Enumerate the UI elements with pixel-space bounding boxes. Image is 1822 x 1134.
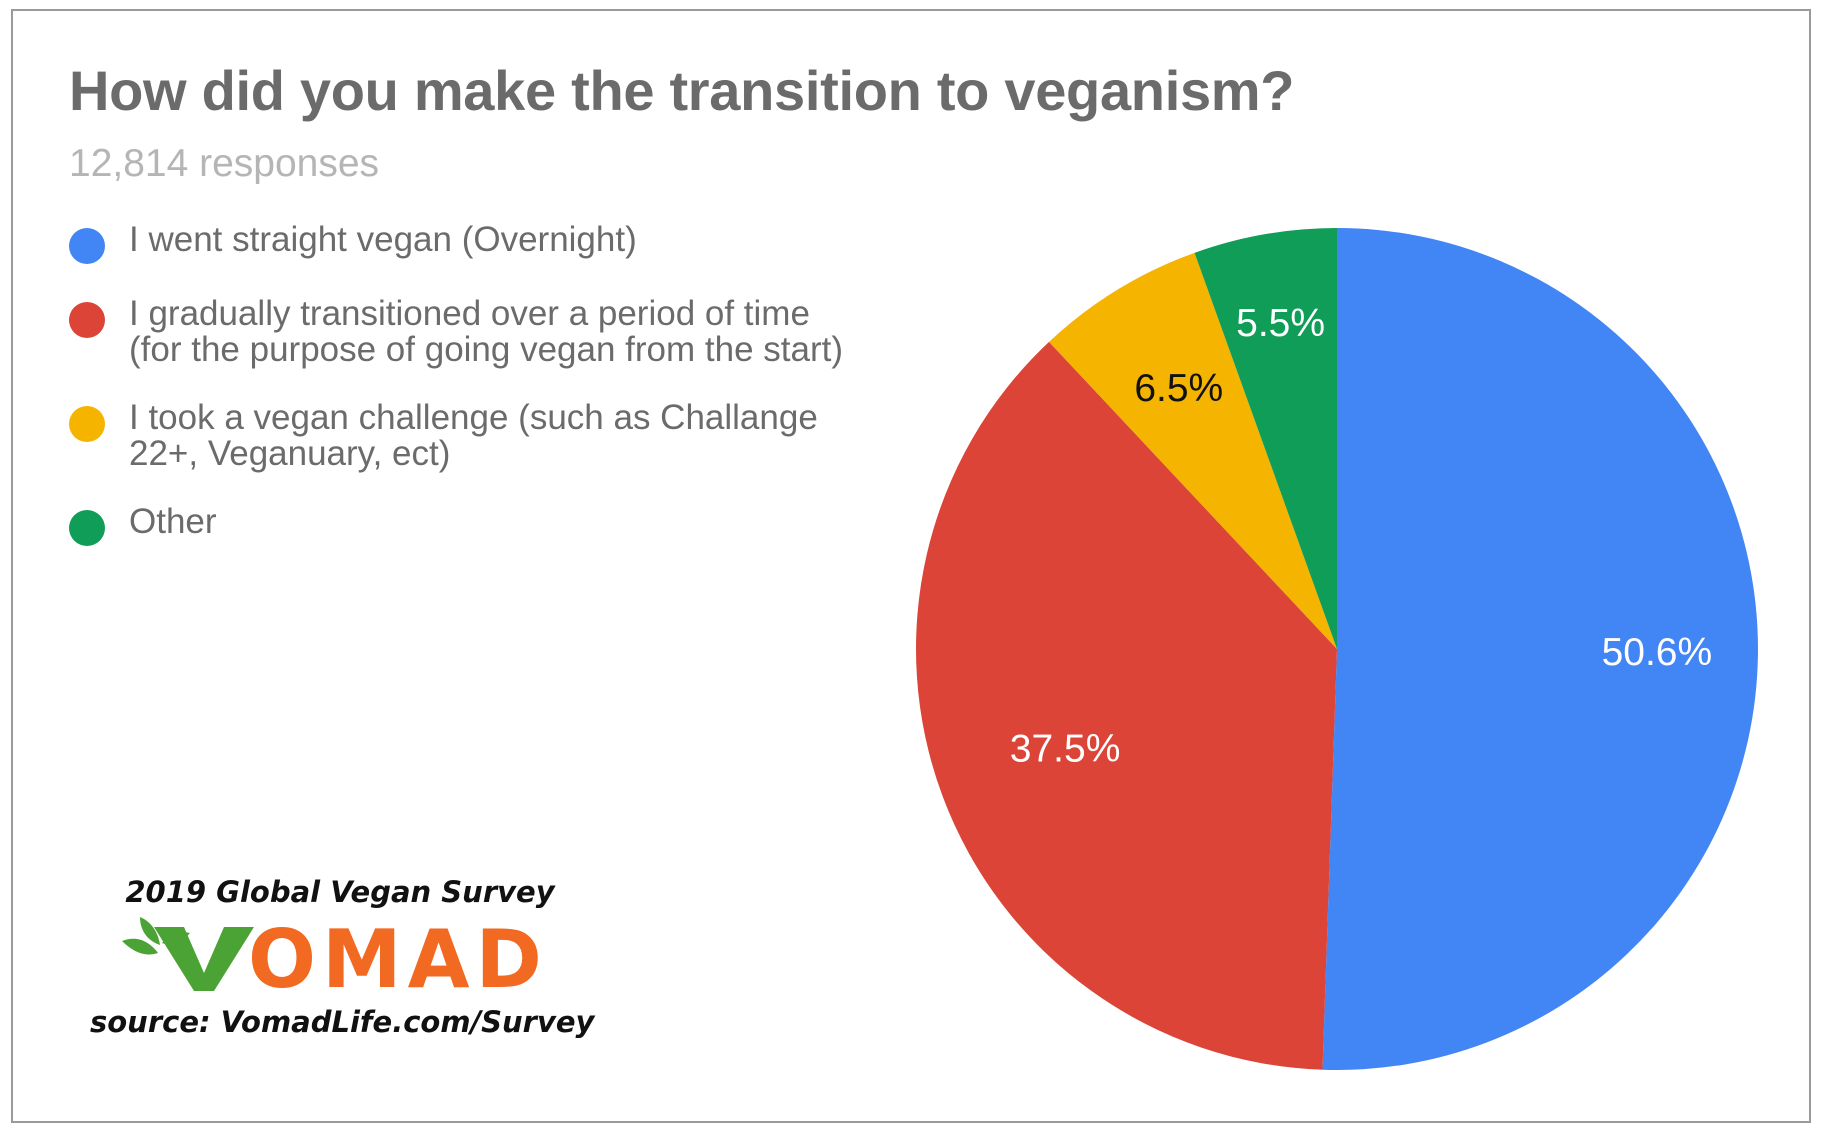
vomad-logo: OMAD — [122, 913, 548, 997]
logo-letter-v — [154, 927, 254, 991]
legend-label-other: Other — [129, 502, 217, 541]
legend-item-other[interactable]: Other — [69, 504, 849, 546]
response-count: 12,814 responses — [69, 142, 380, 185]
legend: I went straight vegan (Overnight) I grad… — [69, 222, 849, 578]
survey-name: 2019 Global Vegan Survey — [125, 875, 555, 909]
legend-item-overnight[interactable]: I went straight vegan (Overnight) — [69, 222, 849, 264]
pie-slice-gradual[interactable] — [916, 341, 1337, 1070]
data-label-other: 5.5% — [1236, 302, 1325, 345]
logo-wordmark: OMAD — [248, 913, 548, 997]
legend-label-challenge: I took a vegan challenge (such as Challa… — [129, 398, 818, 473]
data-label-gradual: 37.5% — [1010, 727, 1121, 770]
pie-slice-other[interactable] — [1194, 228, 1337, 649]
data-label-challenge: 6.5% — [1134, 367, 1223, 410]
legend-swatch-other — [69, 510, 105, 546]
legend-swatch-overnight — [69, 228, 105, 264]
legend-label-gradual: I gradually transitioned over a period o… — [129, 294, 843, 369]
legend-item-gradual[interactable]: I gradually transitioned over a period o… — [69, 296, 849, 368]
legend-item-challenge[interactable]: I took a vegan challenge (such as Challa… — [69, 400, 849, 472]
data-label-overnight: 50.6% — [1602, 631, 1713, 674]
legend-swatch-gradual — [69, 302, 105, 338]
vomad-branding: 2019 Global Vegan Survey OMAD source: Vo… — [90, 875, 595, 1039]
pie-slice-challenge[interactable] — [1049, 252, 1337, 649]
legend-label-overnight: I went straight vegan (Overnight) — [129, 220, 637, 259]
pie-slice-overnight[interactable] — [1322, 228, 1758, 1070]
chart-title: How did you make the transition to vegan… — [69, 59, 1295, 122]
source-citation: source: VomadLife.com/Survey — [90, 1005, 595, 1039]
legend-swatch-challenge — [69, 406, 105, 442]
